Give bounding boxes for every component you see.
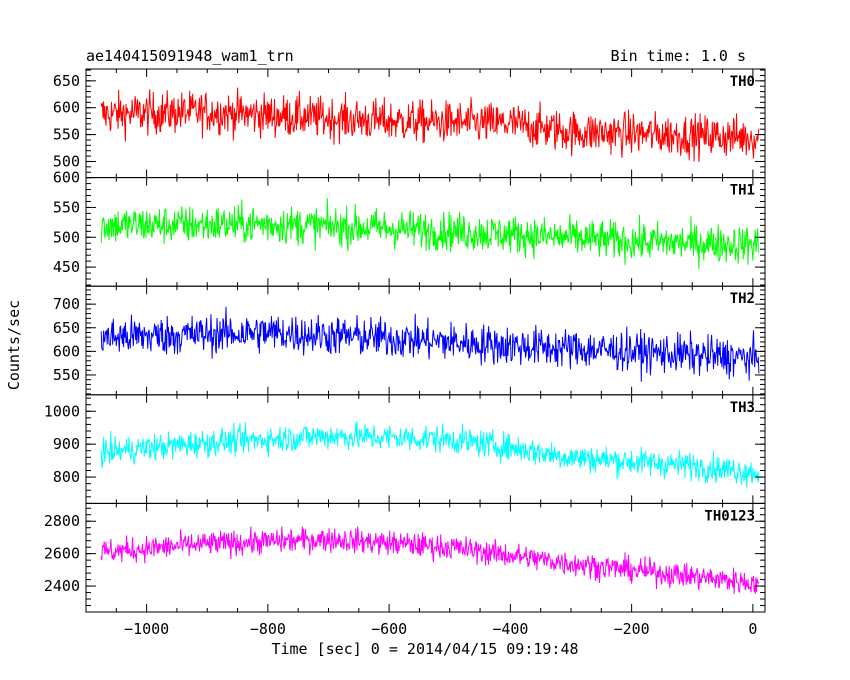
panel-frame [85, 502, 766, 613]
y-tick-label: 600 [53, 169, 80, 187]
panel-frame [85, 285, 766, 396]
y-tick-label: 600 [53, 342, 80, 360]
x-tick-label: 0 [748, 620, 757, 638]
series-th1-line [100, 198, 760, 270]
y-tick-label: 1000 [44, 402, 80, 420]
y-tick-label: 600 [53, 99, 80, 117]
y-tick-label: 2400 [44, 577, 80, 595]
y-tick-label: 550 [53, 198, 80, 216]
panel-label-th3: TH3 [730, 400, 755, 416]
panel-label-th0: TH0 [730, 74, 755, 90]
panel-label-th0123: TH0123 [704, 508, 755, 524]
panel-th0: TH0 500 550 600 650 [53, 68, 766, 179]
bin-time-label: Bin time: 1.0 s [611, 47, 746, 65]
x-tick-label: −800 [250, 620, 286, 638]
y-tick-label: 650 [53, 72, 80, 90]
y-tick-label: 500 [53, 228, 80, 246]
panel-label-th1: TH1 [730, 183, 755, 199]
panel-th3: TH3 800 900 1000 [44, 394, 766, 504]
y-tick-label: 650 [53, 319, 80, 337]
series-th3-line [100, 420, 760, 488]
y-tick-label: 550 [53, 126, 80, 144]
x-axis: −1000 −800 −600 −400 −200 0 [124, 620, 757, 638]
y-tick-label: 700 [53, 295, 80, 313]
panel-th2: TH2 550 600 650 700 [53, 285, 766, 396]
y-axis-label: Counts/sec [5, 300, 23, 390]
panels: TH0 500 550 600 650 TH1 450 500 550 600 TH2 550 600 6… [44, 68, 766, 613]
y-tick-label: 500 [53, 152, 80, 170]
chart-title: ae140415091948_wam1_trn [86, 47, 294, 65]
y-tick-label: 900 [53, 435, 80, 453]
x-tick-label: −400 [492, 620, 528, 638]
panel-label-th2: TH2 [730, 291, 755, 307]
panel-th1: TH1 450 500 550 600 [53, 169, 766, 287]
x-tick-label: −1000 [124, 620, 169, 638]
panel-th0123: TH0123 2400 2600 2800 [44, 502, 766, 613]
y-tick-label: 2800 [44, 512, 80, 530]
y-tick-label: 800 [53, 468, 80, 486]
x-tick-label: −200 [614, 620, 650, 638]
y-tick-label: 550 [53, 366, 80, 384]
y-tick-label: 450 [53, 258, 80, 276]
x-tick-label: −600 [371, 620, 407, 638]
x-axis-label: Time [sec] 0 = 2014/04/15 09:19:48 [271, 640, 578, 658]
series-th0-line [100, 87, 760, 162]
series-th0123-line [100, 526, 760, 594]
y-tick-label: 2600 [44, 545, 80, 563]
series-th2-line [100, 306, 760, 382]
